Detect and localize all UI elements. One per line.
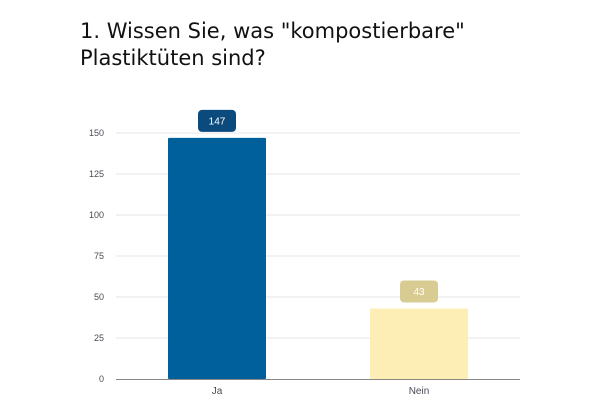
data-label: 147 bbox=[209, 116, 226, 127]
data-label-box bbox=[198, 109, 236, 132]
y-axis-ticks: 0 25 50 75 100 125 150 bbox=[89, 128, 104, 384]
y-tick-label: 125 bbox=[89, 169, 104, 179]
y-tick-label: 50 bbox=[94, 292, 104, 302]
bar-ja bbox=[168, 137, 266, 379]
data-label-box bbox=[400, 280, 438, 303]
chart-title: 1. Wissen Sie, was "kompostierbare" Plas… bbox=[80, 19, 465, 70]
bar-nein bbox=[370, 308, 468, 379]
data-label: 43 bbox=[413, 287, 425, 298]
x-axis-categories: Ja Nein bbox=[212, 386, 430, 397]
x-category-label: Nein bbox=[409, 386, 430, 397]
bars bbox=[168, 137, 468, 379]
data-labels: 147 43 bbox=[198, 109, 438, 303]
y-tick-label: 25 bbox=[94, 333, 104, 343]
y-tick-label: 100 bbox=[89, 210, 104, 220]
x-category-label: Ja bbox=[212, 386, 223, 397]
y-tick-label: 0 bbox=[99, 374, 104, 384]
y-tick-label: 150 bbox=[89, 128, 104, 138]
y-tick-label: 75 bbox=[94, 251, 104, 261]
